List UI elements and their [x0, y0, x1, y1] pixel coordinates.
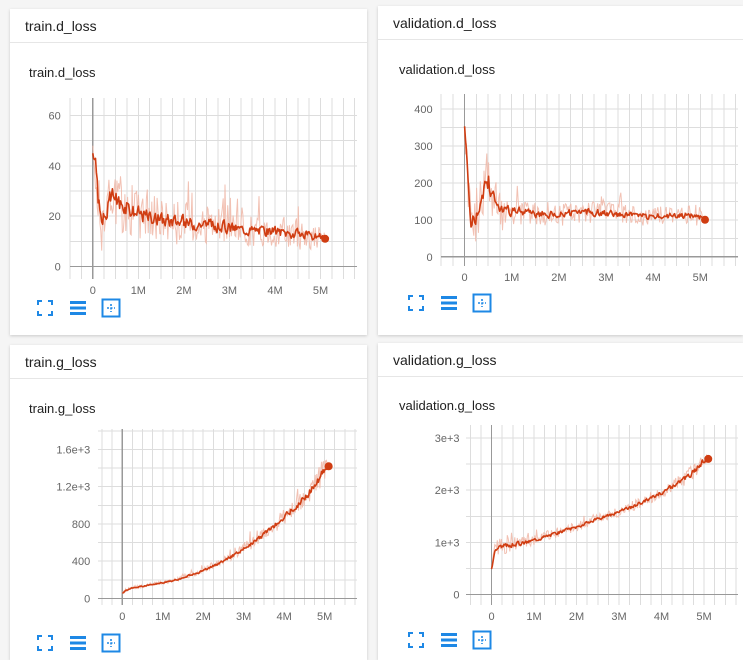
series-end-point	[324, 462, 333, 471]
series-end-point	[704, 454, 713, 463]
x-tick-label: 1M	[526, 611, 541, 623]
series-smoothed-line	[122, 465, 330, 594]
x-tick-label: 2M	[176, 285, 191, 297]
panel-validation-g-loss: validation.g_loss validation.g_loss 0 1M 2…	[378, 343, 743, 660]
series-raw-line	[92, 145, 326, 251]
list-icon[interactable]	[439, 630, 459, 650]
series-raw-line	[491, 454, 709, 569]
list-icon[interactable]	[68, 633, 88, 653]
chart-toolbar	[35, 633, 121, 653]
fit-domain-icon[interactable]	[101, 298, 121, 318]
chart-toolbar	[35, 298, 121, 318]
x-tick-label: 2M	[551, 272, 566, 284]
y-tick-label: 20	[49, 211, 61, 223]
x-tick-label: 0	[488, 611, 494, 623]
chart-toolbar	[406, 630, 492, 650]
x-tick-label: 4M	[267, 285, 282, 297]
x-tick-label: 5M	[313, 285, 328, 297]
y-tick-label: 300	[414, 141, 432, 153]
panel-validation-d-loss: validation.d_loss validation.d_loss 0 1M 2…	[378, 6, 743, 335]
y-tick-label: 100	[414, 215, 432, 227]
x-tick-label: 2M	[196, 611, 211, 623]
fit-domain-icon[interactable]	[101, 633, 121, 653]
chart-toolbar	[406, 293, 492, 313]
chart: 0 1M 2M 3M 4M 5M 0 400 800 1.2e+3 1.6e+3	[56, 429, 357, 623]
x-tick-label: 5M	[317, 611, 332, 623]
fullscreen-icon[interactable]	[406, 630, 426, 650]
series-raw-line	[121, 459, 330, 594]
y-tick-label: 800	[72, 519, 90, 531]
y-tick-label: 0	[453, 590, 459, 602]
x-tick-label: 4M	[646, 272, 661, 284]
y-tick-label: 0	[55, 261, 61, 273]
x-tick-label: 5M	[696, 611, 711, 623]
grid-lines	[98, 429, 357, 605]
y-tick-label: 2e+3	[435, 485, 460, 497]
chart: 0 1M 2M 3M 4M 5M 0 20 40 60	[49, 98, 357, 297]
series-end-point	[701, 215, 709, 224]
card-header: validation.g_loss	[378, 343, 743, 377]
x-tick-label: 4M	[654, 611, 669, 623]
chart-title: train.g_loss	[29, 401, 96, 416]
chart: 0 1M 2M 3M 4M 5M 0 1e+3 2e+3 3e+3	[435, 425, 738, 623]
x-tick-label: 1M	[131, 285, 146, 297]
series-smoothed-line	[490, 457, 709, 570]
fit-domain-icon[interactable]	[472, 630, 492, 650]
fullscreen-icon[interactable]	[35, 298, 55, 318]
x-tick-label: 5M	[693, 272, 708, 284]
x-tick-label: 3M	[598, 272, 613, 284]
x-tick-label: 0	[119, 611, 125, 623]
card-header: train.d_loss	[10, 9, 367, 43]
y-tick-label: 1.6e+3	[56, 444, 90, 456]
chart-title: validation.g_loss	[399, 398, 496, 413]
y-tick-label: 400	[414, 104, 432, 116]
list-icon[interactable]	[68, 298, 88, 318]
x-tick-label: 2M	[569, 611, 584, 623]
grid-lines	[466, 425, 738, 605]
x-tick-label: 0	[462, 272, 468, 284]
y-tick-label: 3e+3	[435, 433, 460, 445]
fit-domain-icon[interactable]	[472, 293, 492, 313]
card-header: validation.d_loss	[378, 6, 743, 40]
panel-train-g-loss: train.g_loss train.g_loss 0 1M 2M 3M 4M 5M 0 40…	[10, 345, 367, 660]
y-tick-label: 60	[49, 111, 61, 123]
list-icon[interactable]	[439, 293, 459, 313]
y-tick-label: 40	[49, 161, 61, 173]
chart: 0 1M 2M 3M 4M 5M 0 100 200 300 400	[414, 94, 738, 284]
y-tick-label: 1e+3	[435, 537, 460, 549]
y-tick-label: 1.2e+3	[56, 482, 90, 494]
series-smoothed-line	[92, 153, 326, 241]
x-tick-label: 0	[90, 285, 96, 297]
series-raw-line	[464, 130, 705, 242]
y-tick-label: 200	[414, 178, 432, 190]
y-tick-label: 0	[426, 252, 432, 264]
x-tick-label: 3M	[222, 285, 237, 297]
y-tick-label: 400	[72, 556, 90, 568]
panel-train-d-loss: train.d_loss train.d_loss 0 1M 2M 3M 4M 5M 0 20…	[10, 9, 367, 335]
x-tick-label: 3M	[236, 611, 251, 623]
card-header: train.g_loss	[10, 345, 367, 379]
series-end-point	[321, 234, 330, 243]
chart-title: train.d_loss	[29, 65, 96, 80]
fullscreen-icon[interactable]	[35, 633, 55, 653]
x-tick-label: 4M	[277, 611, 292, 623]
chart-title: validation.d_loss	[399, 62, 496, 77]
fullscreen-icon[interactable]	[406, 293, 426, 313]
x-tick-label: 1M	[155, 611, 170, 623]
x-tick-label: 3M	[611, 611, 626, 623]
y-tick-label: 0	[84, 593, 90, 605]
series-smoothed-line	[463, 126, 706, 228]
x-tick-label: 1M	[504, 272, 519, 284]
